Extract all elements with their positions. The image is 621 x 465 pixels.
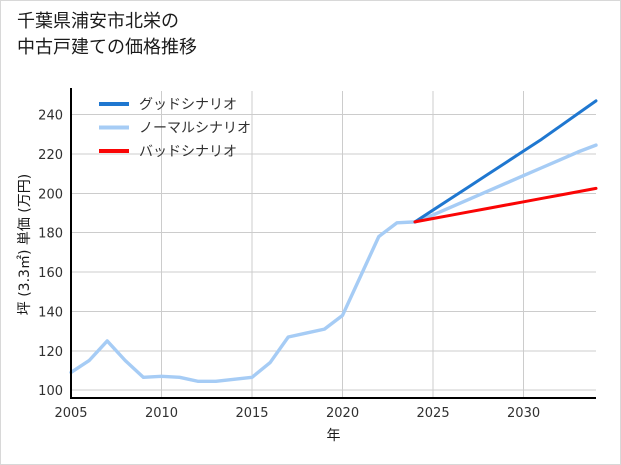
x-tick-label: 2030 xyxy=(507,406,540,421)
y-tick-label: 160 xyxy=(38,266,63,281)
series-line-1 xyxy=(413,99,598,224)
series-group xyxy=(69,99,598,383)
y-tick-label: 100 xyxy=(38,384,63,399)
x-tick-label: 2015 xyxy=(235,406,268,421)
y-tick-label: 240 xyxy=(38,109,63,124)
axis-titles: 年 坪 (3.3㎡) 単価 (万円) xyxy=(17,174,341,444)
x-tick-label: 2020 xyxy=(326,406,359,421)
gridlines-group xyxy=(70,91,596,398)
y-tick-label: 140 xyxy=(38,305,63,320)
legend-label-2: バッドシナリオ xyxy=(139,144,237,160)
legend-label-1: ノーマルシナリオ xyxy=(139,121,251,137)
series-line-0 xyxy=(69,143,598,383)
x-tick-label: 2010 xyxy=(145,406,178,421)
y-tick-labels: 100 120 140 160 180 200 220 240 xyxy=(38,109,63,400)
x-tick-label: 2005 xyxy=(54,406,87,421)
x-tick-label: 2025 xyxy=(417,406,450,421)
axis-spines xyxy=(69,88,596,400)
page-title: 千葉県浦安市北栄の 中古戸建ての価格推移 xyxy=(17,11,197,58)
x-axis-title: 年 xyxy=(327,428,341,444)
y-axis-title: 坪 (3.3㎡) 単価 (万円) xyxy=(17,174,33,315)
y-tick-label: 120 xyxy=(38,345,63,360)
series-line-2 xyxy=(413,186,598,224)
x-tick-labels: 2005 2010 2015 2020 2025 2030 xyxy=(54,406,540,421)
y-tick-label: 220 xyxy=(38,148,63,163)
legend-label-0: グッドシナリオ xyxy=(139,97,237,113)
y-tick-label: 200 xyxy=(38,187,63,202)
y-tick-label: 180 xyxy=(38,227,63,242)
